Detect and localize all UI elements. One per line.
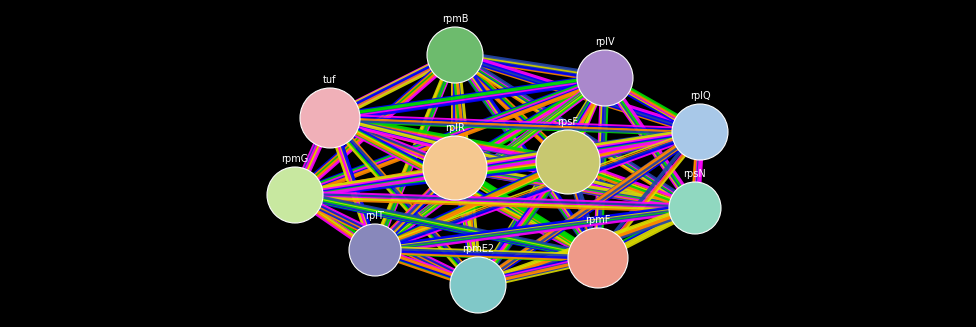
Text: rplQ: rplQ <box>690 91 711 101</box>
Circle shape <box>536 130 600 194</box>
Circle shape <box>669 182 721 234</box>
Text: rplT: rplT <box>366 211 385 221</box>
Text: rpsN: rpsN <box>683 169 707 179</box>
Text: rpmE2: rpmE2 <box>462 244 494 254</box>
Text: rpmG: rpmG <box>281 154 308 164</box>
Text: rpmB: rpmB <box>442 14 468 24</box>
Text: rplV: rplV <box>595 37 615 47</box>
Circle shape <box>672 104 728 160</box>
Circle shape <box>427 27 483 83</box>
Text: rpmF: rpmF <box>586 215 611 225</box>
Circle shape <box>349 224 401 276</box>
Text: rplR: rplR <box>445 123 465 133</box>
Circle shape <box>568 228 628 288</box>
Circle shape <box>300 88 360 148</box>
Circle shape <box>450 257 506 313</box>
Circle shape <box>423 136 487 200</box>
Text: rpsF: rpsF <box>557 117 579 127</box>
Text: tuf: tuf <box>323 75 337 85</box>
Circle shape <box>267 167 323 223</box>
Circle shape <box>577 50 633 106</box>
